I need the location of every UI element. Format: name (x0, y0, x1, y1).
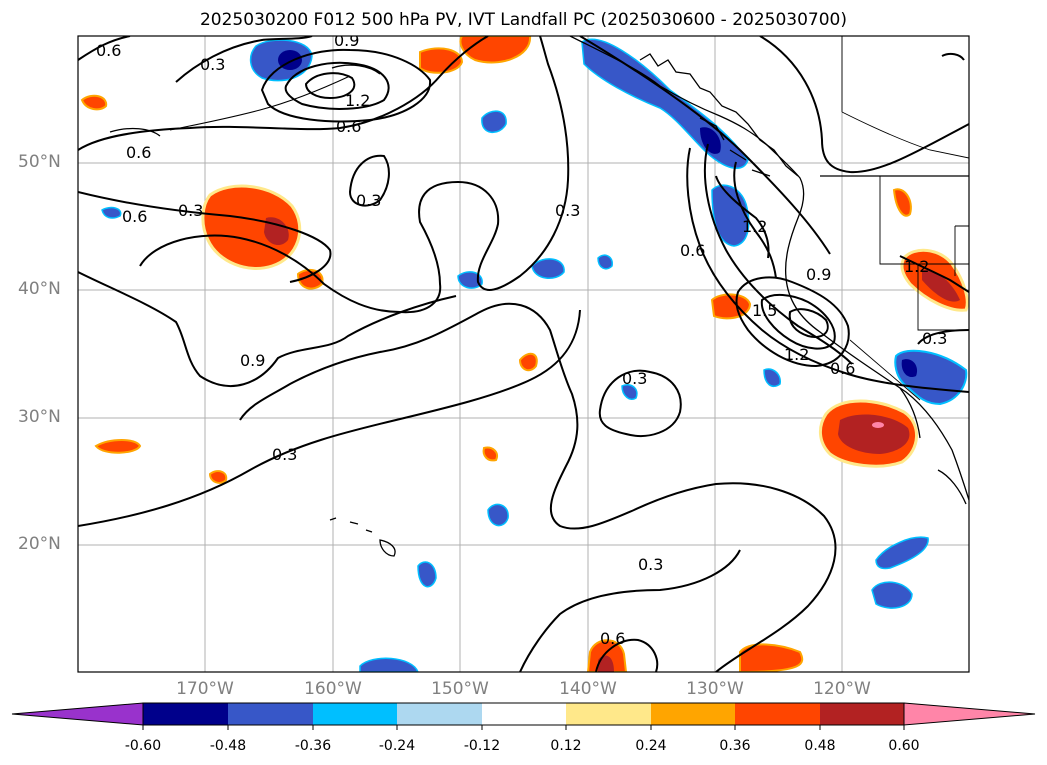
orange-patch (892, 188, 912, 217)
lon-label: 160°W (304, 679, 362, 699)
orange-patch (94, 439, 142, 454)
colorbar-swatch (228, 703, 313, 725)
contour-label: 0.3 (200, 55, 225, 74)
colorbar (11, 702, 1036, 730)
map-background (78, 36, 969, 672)
contour-label: 1.2 (742, 217, 767, 236)
contour-label: 1.2 (784, 345, 809, 364)
red-patch (922, 269, 960, 302)
colorbar-tick-label: -0.36 (294, 738, 332, 754)
lat-label: 40°N (18, 279, 61, 299)
contour-label: 0.6 (680, 241, 705, 260)
contour-label: 0.9 (240, 351, 265, 370)
colorbar-tick-label: -0.48 (209, 738, 247, 754)
colorbar-tick-label: 0.48 (804, 738, 836, 754)
contour-label: 1.2 (345, 91, 370, 110)
coastlines (109, 36, 969, 557)
blue-patch (457, 271, 483, 289)
blue-patch (621, 384, 638, 400)
blue-patch (531, 258, 565, 279)
colorbar-swatch (651, 703, 735, 725)
colorbar-swatch (820, 703, 904, 725)
lon-label: 150°W (431, 679, 489, 699)
contour-label: 0.9 (806, 265, 831, 284)
contour-label: 0.3 (272, 445, 297, 464)
colorbar-tick-label: -0.24 (378, 738, 416, 754)
colorbar-swatch (735, 703, 820, 725)
contour-label: 0.3 (638, 555, 663, 574)
pv-contours (78, 36, 969, 672)
colorbar-extend-high (903, 702, 1036, 726)
colorbar-swatch (143, 703, 228, 725)
contour-label-layer: 0.6 0.3 0.9 1.2 0.6 0.6 0.3 0.3 0.6 0.3 … (96, 31, 947, 648)
colorbar-tick-label: -0.60 (124, 738, 162, 754)
shaded-field (80, 36, 969, 672)
lon-label: 140°W (559, 679, 617, 699)
blue-patch (417, 561, 437, 588)
lat-label: 50°N (18, 152, 61, 172)
colorbar-swatch (482, 703, 566, 725)
contour-label: 0.3 (356, 191, 381, 210)
pink-patch (872, 422, 884, 428)
orange-patch (518, 352, 538, 372)
contour-label: 1.2 (904, 257, 929, 276)
contour-label: 0.3 (622, 369, 647, 388)
orange-patch (710, 293, 752, 320)
contour-label: 0.3 (555, 201, 580, 220)
orange-patch (419, 47, 464, 74)
colorbar-swatch (566, 703, 651, 725)
red-patch (598, 655, 614, 672)
blue-patch (875, 536, 929, 570)
orange-patch (208, 470, 228, 484)
blue-patch (871, 581, 913, 609)
colorbar-tick-label: 0.24 (635, 738, 667, 754)
colorbar-tick-label: 0.60 (888, 738, 920, 754)
lat-label: 30°N (18, 407, 61, 427)
red-patch (264, 217, 289, 246)
contour-label: 0.3 (178, 201, 203, 220)
orange-patch (201, 184, 302, 270)
graticule (78, 36, 969, 672)
contour-label: 0.6 (126, 143, 151, 162)
contour-label: 0.3 (922, 329, 947, 348)
blue-patch (101, 206, 122, 219)
map-frame (77, 35, 970, 673)
contour-label: 1.5 (752, 301, 777, 320)
orange-patch (80, 94, 108, 111)
orange-patch (482, 446, 498, 462)
colorbar-tick-label: 0.12 (550, 738, 582, 754)
colorbar-swatch (397, 703, 482, 725)
lon-label: 170°W (176, 679, 234, 699)
contour-label: 0.6 (336, 117, 361, 136)
contour-label: 0.6 (830, 359, 855, 378)
lon-label: 120°W (813, 679, 871, 699)
lon-label: 130°W (686, 679, 744, 699)
blue-patch (763, 368, 781, 388)
colorbar-tick-label: 0.36 (719, 738, 751, 754)
blue-patch (597, 254, 613, 270)
lat-label: 20°N (18, 534, 61, 554)
contour-label: 0.6 (122, 207, 147, 226)
darkblue-patch (700, 127, 721, 154)
darkblue-patch (901, 359, 918, 378)
blue-patch (481, 110, 507, 133)
colorbar-extend-low (11, 702, 144, 726)
map-title: 2025030200 F012 500 hPa PV, IVT Landfall… (199, 10, 847, 30)
red-patch (838, 414, 910, 454)
contour-label: 0.6 (96, 41, 121, 60)
contour-label: 0.6 (600, 629, 625, 648)
colorbar-tick-label: -0.12 (463, 738, 501, 754)
colorbar-swatch (313, 703, 397, 725)
blue-patch (487, 503, 509, 527)
contour-label: 0.9 (334, 31, 359, 50)
